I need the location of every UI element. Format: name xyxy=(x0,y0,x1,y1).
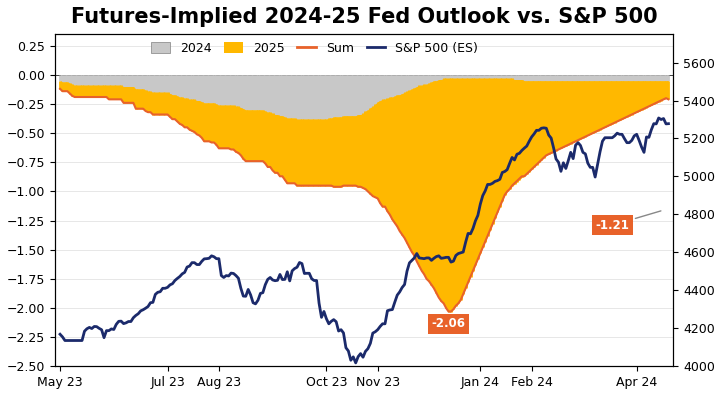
Text: -2.06: -2.06 xyxy=(432,317,466,330)
Line: S&P 500 (ES): S&P 500 (ES) xyxy=(60,118,669,363)
S&P 500 (ES) xyxy=(479,193,487,198)
Sum xyxy=(156,112,165,117)
Line: Sum: Sum xyxy=(60,89,669,312)
S&P 500 (ES) xyxy=(156,289,165,294)
Sum xyxy=(642,105,651,110)
Sum xyxy=(664,97,673,102)
Text: -1.21: -1.21 xyxy=(596,211,661,232)
Sum xyxy=(56,86,64,91)
S&P 500 (ES) xyxy=(56,332,64,337)
Title: Futures-Implied 2024-25 Fed Outlook vs. S&P 500: Futures-Implied 2024-25 Fed Outlook vs. … xyxy=(71,7,658,27)
Sum xyxy=(479,245,487,250)
Sum xyxy=(308,183,316,188)
S&P 500 (ES) xyxy=(300,271,309,276)
S&P 500 (ES) xyxy=(654,116,663,120)
Sum xyxy=(444,309,453,314)
S&P 500 (ES) xyxy=(410,255,419,260)
S&P 500 (ES) xyxy=(642,135,651,139)
S&P 500 (ES) xyxy=(308,276,316,281)
S&P 500 (ES) xyxy=(352,360,360,365)
S&P 500 (ES) xyxy=(664,121,673,126)
Legend: 2024, 2025, Sum, S&P 500 (ES): 2024, 2025, Sum, S&P 500 (ES) xyxy=(147,37,483,60)
Sum xyxy=(300,183,309,188)
Sum xyxy=(407,250,416,255)
